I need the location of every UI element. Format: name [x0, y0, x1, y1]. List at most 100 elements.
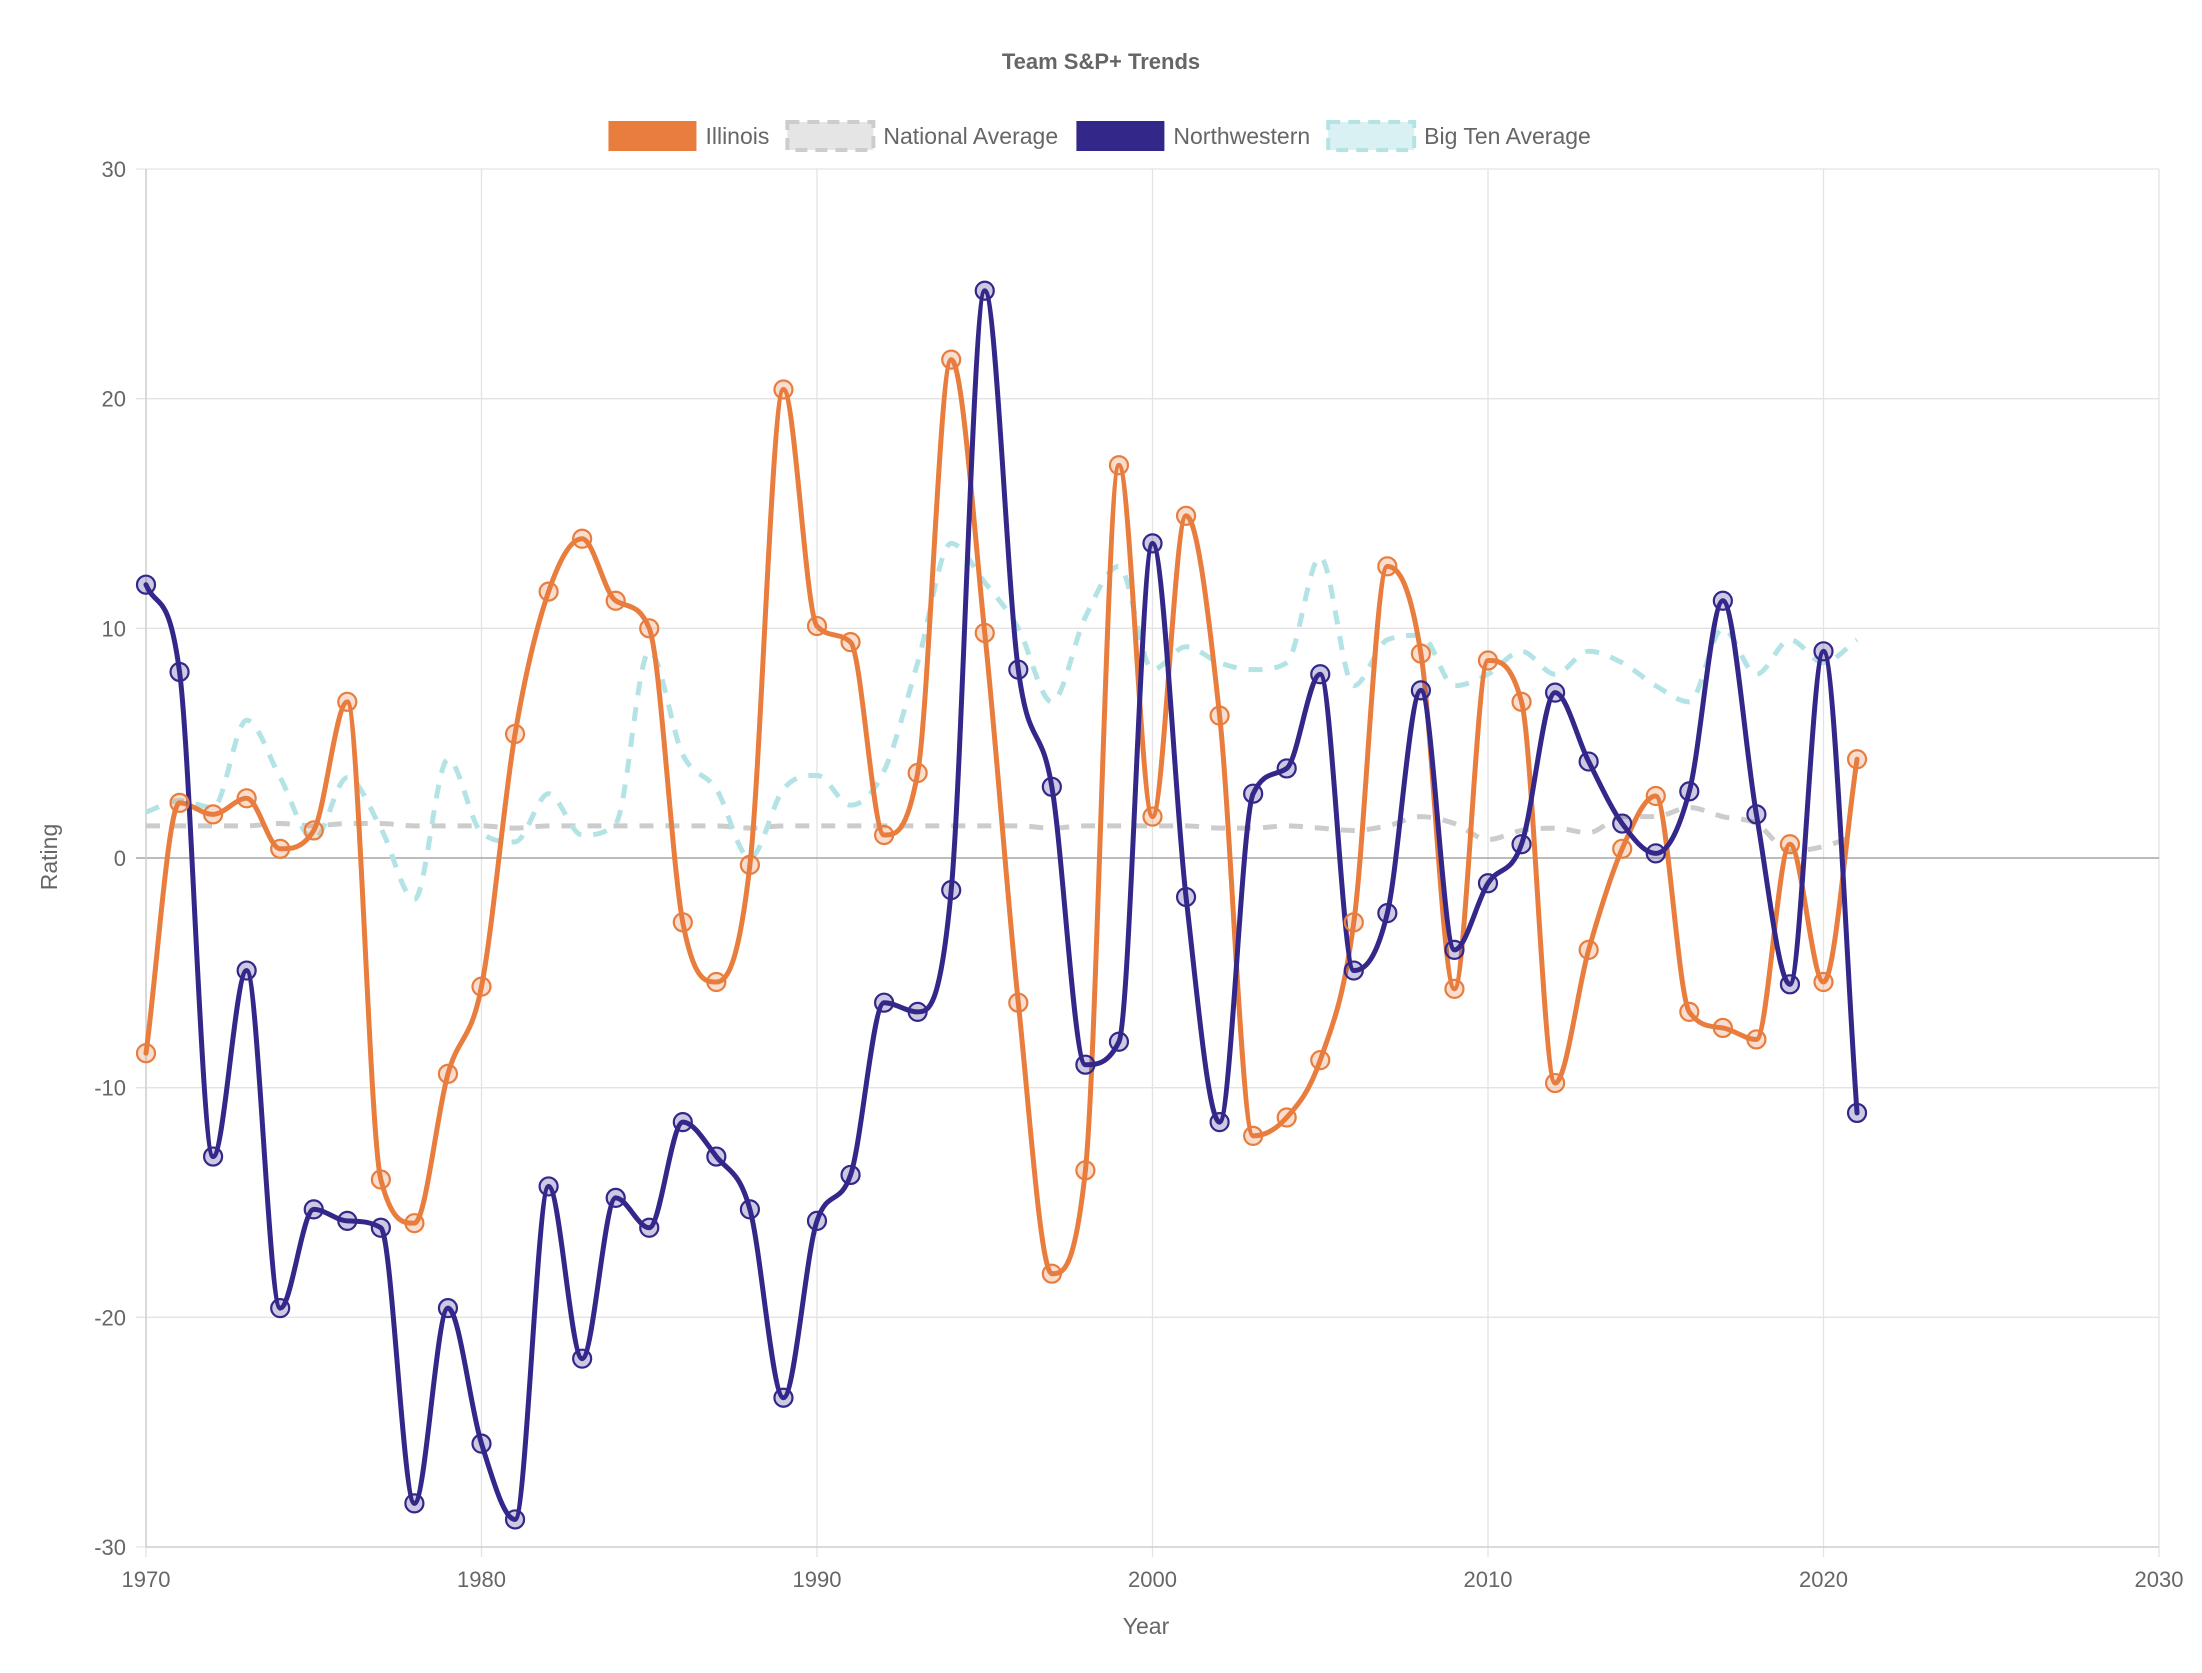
northwestern-point[interactable]	[1846, 1102, 1868, 1124]
northwestern-point[interactable]	[437, 1298, 459, 1319]
illinois-point[interactable]	[1679, 1001, 1700, 1022]
illinois-point[interactable]	[672, 912, 693, 933]
illinois-point[interactable]	[1209, 705, 1230, 726]
illinois-point[interactable]	[1410, 643, 1432, 664]
northwestern-point[interactable]	[907, 1001, 928, 1022]
legend-item-northwestern[interactable]: Northwestern	[1076, 121, 1310, 151]
illinois-point[interactable]	[303, 820, 324, 841]
northwestern-point[interactable]	[739, 1199, 761, 1220]
illinois-point[interactable]	[1075, 1160, 1096, 1181]
illinois-point[interactable]	[1142, 806, 1163, 827]
illinois-point[interactable]	[437, 1063, 459, 1084]
northwestern-point[interactable]	[303, 1199, 324, 1220]
illinois-point[interactable]	[840, 632, 861, 653]
northwestern-point[interactable]	[1612, 813, 1633, 834]
illinois-point[interactable]	[1008, 992, 1029, 1013]
illinois-point[interactable]	[404, 1213, 425, 1234]
northwestern-point[interactable]	[773, 1387, 794, 1408]
northwestern-point[interactable]	[1444, 939, 1465, 960]
northwestern-point[interactable]	[236, 960, 257, 981]
northwestern-point[interactable]	[1108, 1031, 1130, 1052]
illinois-point[interactable]	[1813, 971, 1834, 993]
legend-item-illinois[interactable]: Illinois	[608, 121, 769, 151]
illinois-point[interactable]	[941, 349, 962, 370]
northwestern-point[interactable]	[1645, 843, 1666, 864]
illinois-point[interactable]	[1276, 1107, 1297, 1128]
illinois-point[interactable]	[504, 723, 526, 745]
illinois-point[interactable]	[773, 379, 794, 400]
northwestern-point[interactable]	[1410, 680, 1432, 701]
northwestern-point[interactable]	[1276, 758, 1297, 779]
northwestern-point[interactable]	[1779, 974, 1801, 995]
illinois-point[interactable]	[639, 618, 660, 639]
legend[interactable]: Illinois National Average Northwestern Big …	[608, 120, 1591, 152]
legend-item-national-average[interactable]: National Average	[785, 120, 1058, 152]
northwestern-point[interactable]	[806, 1210, 828, 1231]
northwestern-point[interactable]	[974, 280, 995, 301]
northwestern-point[interactable]	[1175, 886, 1197, 908]
illinois-point[interactable]	[1746, 1029, 1767, 1050]
northwestern-point[interactable]	[840, 1164, 861, 1186]
northwestern-point[interactable]	[1679, 781, 1700, 802]
northwestern-point[interactable]	[1578, 751, 1599, 772]
illinois-point[interactable]	[1175, 505, 1197, 526]
northwestern-point[interactable]	[1343, 960, 1364, 981]
illinois-point[interactable]	[1377, 556, 1398, 577]
northwestern-point[interactable]	[572, 1348, 593, 1369]
illinois-point[interactable]	[538, 581, 559, 602]
illinois-point[interactable]	[1477, 650, 1499, 671]
northwestern-point[interactable]	[1477, 873, 1499, 894]
northwestern-point[interactable]	[1243, 783, 1264, 804]
northwestern-point[interactable]	[1209, 1112, 1230, 1133]
illinois-point[interactable]	[706, 971, 727, 993]
northwestern-point[interactable]	[337, 1210, 358, 1231]
northwestern-point[interactable]	[873, 992, 895, 1013]
northwestern-point[interactable]	[1746, 804, 1767, 825]
northwestern-point[interactable]	[504, 1509, 526, 1530]
illinois-point[interactable]	[739, 854, 761, 875]
illinois-point[interactable]	[270, 838, 291, 859]
northwestern-point[interactable]	[1544, 682, 1566, 703]
illinois-point[interactable]	[1343, 912, 1364, 933]
illinois-point[interactable]	[1511, 691, 1532, 712]
illinois-point[interactable]	[572, 528, 593, 549]
northwestern-point[interactable]	[605, 1187, 626, 1209]
illinois-point[interactable]	[1041, 1263, 1062, 1284]
northwestern-point[interactable]	[1310, 664, 1331, 685]
illinois-point[interactable]	[236, 788, 257, 809]
illinois-point[interactable]	[1578, 939, 1599, 960]
northwestern-point[interactable]	[1075, 1054, 1096, 1075]
northwestern-point[interactable]	[1377, 903, 1398, 924]
illinois-point[interactable]	[135, 1043, 157, 1064]
illinois-point[interactable]	[1444, 978, 1465, 1000]
illinois-point[interactable]	[1712, 1017, 1733, 1039]
northwestern-point[interactable]	[706, 1146, 727, 1167]
northwestern-point[interactable]	[1813, 641, 1834, 662]
northwestern-point[interactable]	[203, 1146, 224, 1167]
illinois-point[interactable]	[1310, 1050, 1331, 1071]
northwestern-point[interactable]	[1041, 776, 1062, 797]
illinois-point[interactable]	[907, 762, 928, 784]
northwestern-point[interactable]	[135, 574, 157, 595]
northwestern-point[interactable]	[1142, 533, 1163, 554]
northwestern-point[interactable]	[639, 1217, 660, 1238]
illinois-point[interactable]	[974, 622, 995, 644]
northwestern-point[interactable]	[1712, 590, 1733, 611]
illinois-point[interactable]	[1846, 749, 1868, 770]
illinois-point[interactable]	[169, 792, 190, 813]
northwestern-point[interactable]	[169, 661, 190, 683]
illinois-point[interactable]	[471, 976, 492, 997]
illinois-point[interactable]	[1108, 455, 1130, 476]
illinois-point[interactable]	[1243, 1125, 1264, 1147]
northwestern-point[interactable]	[270, 1298, 291, 1319]
illinois-point[interactable]	[605, 590, 626, 611]
legend-item-big-ten-average[interactable]: Big Ten Average	[1326, 120, 1591, 152]
northwestern-point[interactable]	[471, 1433, 492, 1454]
illinois-point[interactable]	[1645, 785, 1666, 807]
northwestern-point[interactable]	[941, 880, 962, 901]
illinois-point[interactable]	[806, 615, 828, 637]
illinois-point[interactable]	[370, 1169, 391, 1190]
illinois-point[interactable]	[203, 804, 224, 825]
illinois-point[interactable]	[1544, 1072, 1566, 1094]
illinois-point[interactable]	[1612, 838, 1633, 859]
